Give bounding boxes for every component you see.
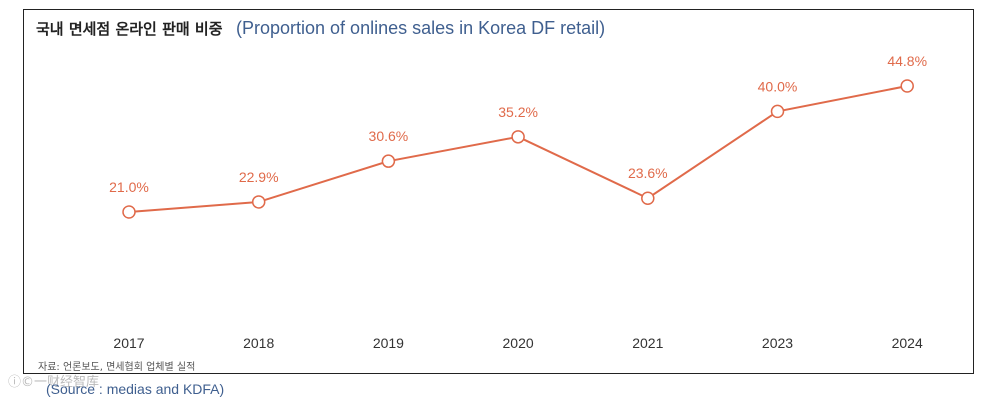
data-point xyxy=(511,130,525,144)
chart-title-english: (Proportion of onlines sales in Korea DF… xyxy=(236,18,606,38)
data-label: 21.0% xyxy=(109,179,149,195)
x-tick-label: 2021 xyxy=(632,335,663,351)
data-label: 40.0% xyxy=(758,78,798,94)
data-point xyxy=(770,104,785,119)
source-note-english: (Source : medias and KDFA) xyxy=(46,381,225,397)
x-tick-label: 2018 xyxy=(243,335,274,351)
data-point xyxy=(122,205,136,219)
watermark-text: ⓘ©一财经智库 xyxy=(8,375,100,390)
x-tick-label: 2024 xyxy=(892,335,923,351)
x-tick-label: 2019 xyxy=(373,335,404,351)
x-tick-label: 2023 xyxy=(762,335,793,351)
data-label: 22.9% xyxy=(239,169,279,185)
data-label: 35.2% xyxy=(498,104,538,120)
data-label: 30.6% xyxy=(369,128,409,144)
data-point xyxy=(251,195,266,209)
x-tick-label: 2017 xyxy=(113,335,144,351)
data-label: 44.8% xyxy=(887,53,927,69)
data-point xyxy=(641,191,655,205)
chart-frame: 국내 면세점 온라인 판매 비중 (Proportion of onlines … xyxy=(23,9,974,374)
chart-title-korean: 국내 면세점 온라인 판매 비중 xyxy=(36,20,223,38)
data-point xyxy=(381,154,396,168)
data-label: 23.6% xyxy=(628,165,668,181)
source-note-korean: 자료: 언론보도, 면세협회 업체별 실적 xyxy=(38,362,196,373)
x-tick-label: 2020 xyxy=(503,335,534,351)
data-point xyxy=(900,79,914,93)
